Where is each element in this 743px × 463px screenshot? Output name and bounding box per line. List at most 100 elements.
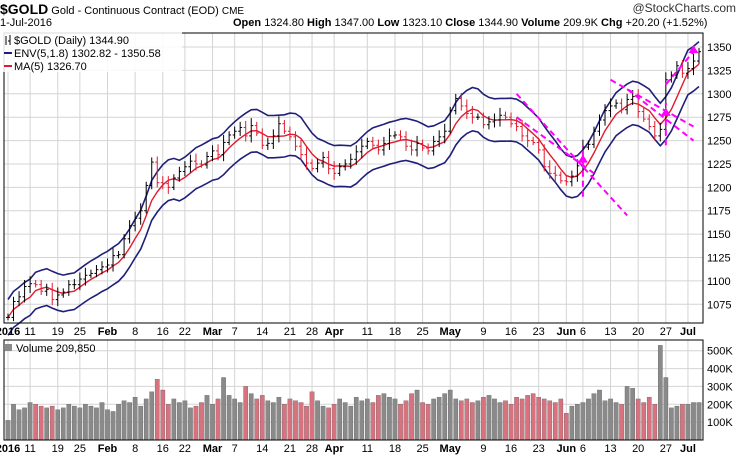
volume-bar (392, 398, 398, 441)
volume-bar (38, 405, 44, 441)
volume-bar (276, 396, 282, 441)
ohlc-bar (88, 269, 93, 279)
volume-bar (204, 395, 210, 441)
ohlc-legend-icon (5, 35, 11, 45)
volume-bar (580, 402, 586, 441)
ohlc-bar (122, 234, 127, 259)
ohlc-bar (614, 99, 619, 109)
volume-bar (154, 379, 160, 441)
volume-bar (248, 393, 254, 441)
ohlc-bar (404, 131, 409, 151)
ohlc-bar (619, 98, 624, 114)
volume-bar (680, 404, 685, 441)
volume-bar (199, 402, 204, 441)
price-x-tick-label: 23 (533, 326, 545, 338)
volume-bar (536, 396, 542, 441)
volume-bar (552, 402, 558, 441)
price-legend: $GOLD (Daily) 1344.90 ENV(5,1.8) 1302.82… (2, 32, 182, 73)
volume-bar (602, 400, 608, 441)
volume-bar (337, 398, 342, 441)
header-symbol-line: $GOLD Gold - Continuous Contract (EOD) C… (0, 1, 244, 17)
ohlc-bar (61, 288, 66, 298)
volume-bar (22, 407, 27, 441)
price-x-tick-label: 16 (157, 326, 169, 338)
ohlc-bar (94, 265, 99, 278)
ohlc-bar (381, 136, 386, 156)
ohlc-bar (348, 153, 353, 169)
ohlc-bar (210, 145, 215, 162)
volume-legend-swatch (5, 344, 12, 351)
volume-bar (5, 420, 11, 441)
price-tick-label: 1250 (707, 136, 731, 148)
volume-bar (226, 395, 232, 441)
ohlc-bar (66, 279, 71, 296)
volume-bar (221, 377, 226, 441)
volume-bar (309, 391, 315, 441)
volume-bar (403, 400, 409, 441)
volume-bar (669, 407, 674, 441)
ohlc-bar (652, 120, 657, 141)
ohlc-bar (144, 181, 149, 214)
volume-bar (16, 409, 22, 441)
price-x-tick-label: 19 (52, 326, 64, 338)
price-x-tick-label: 22 (179, 326, 191, 338)
price-x-tick-label: 11 (24, 326, 35, 338)
volume-bar (210, 404, 215, 441)
ohlc-bar (326, 150, 331, 175)
price-x-tick-label: 2016 (0, 326, 20, 338)
ohlc-bar (99, 261, 104, 275)
volume-bar (486, 395, 492, 441)
ohlc-bar (193, 153, 198, 171)
ohlc-bar (221, 134, 226, 162)
ohlc-bar (553, 165, 558, 182)
volume-x-tick-label: 16 (157, 443, 169, 455)
ohlc-bar (276, 116, 281, 143)
volume-bar (431, 398, 436, 441)
price-x-tick-label: 11 (362, 326, 373, 338)
volume-bar (691, 402, 696, 441)
ohlc-bar (315, 158, 320, 173)
price-x-tick-label: 9 (480, 326, 486, 338)
ohlc-bar (437, 130, 442, 148)
volume-bar (49, 405, 55, 441)
volume-bar (110, 411, 116, 441)
volume-x-tick-label: 16 (505, 443, 517, 455)
ohlc-bar (55, 287, 60, 307)
ohlc-bar (680, 60, 685, 78)
ohlc-bar (105, 258, 110, 273)
volume-bar (376, 395, 381, 441)
ohlc-bar (138, 203, 143, 225)
volume-bar (575, 404, 580, 441)
volume-bar (320, 405, 326, 441)
chg-label: Chg (601, 17, 623, 29)
volume-bar (348, 405, 354, 441)
ohlc-bar (591, 126, 596, 149)
price-x-tick-label: May (440, 326, 462, 338)
volume-x-tick-label: 23 (533, 443, 545, 455)
ohlc-bar (431, 135, 436, 156)
volume-bar (685, 404, 691, 441)
ohlc-bar (304, 147, 309, 170)
ohlc-bar (608, 98, 613, 118)
volume-x-tick-label: 13 (604, 443, 616, 455)
volume-bar (652, 404, 658, 441)
volume-bar (298, 402, 304, 441)
volume-x-tick-label: 18 (389, 443, 401, 455)
volume-bar (458, 400, 464, 441)
ohlc-bar (17, 291, 22, 307)
open-label: Open (233, 17, 262, 29)
price-tick-label: 1275 (707, 112, 731, 124)
volume-x-tick-label: 25 (416, 443, 428, 455)
volume-bar (497, 402, 503, 441)
volume-bar (315, 400, 320, 441)
volume-bar (94, 407, 99, 441)
ohlc-bar (337, 163, 342, 177)
volume-bar (331, 404, 337, 441)
volume-x-tick-label: 22 (179, 443, 191, 455)
legend-env: ENV(5,1.8) 1302.82 - 1350.58 (14, 48, 161, 60)
volume-bar (541, 398, 547, 441)
volume-bar (547, 400, 553, 441)
volume-x-tick-label: 11 (24, 443, 35, 455)
volume-x-tick-label: Mar (203, 443, 223, 455)
ohlc-bar (475, 113, 480, 120)
